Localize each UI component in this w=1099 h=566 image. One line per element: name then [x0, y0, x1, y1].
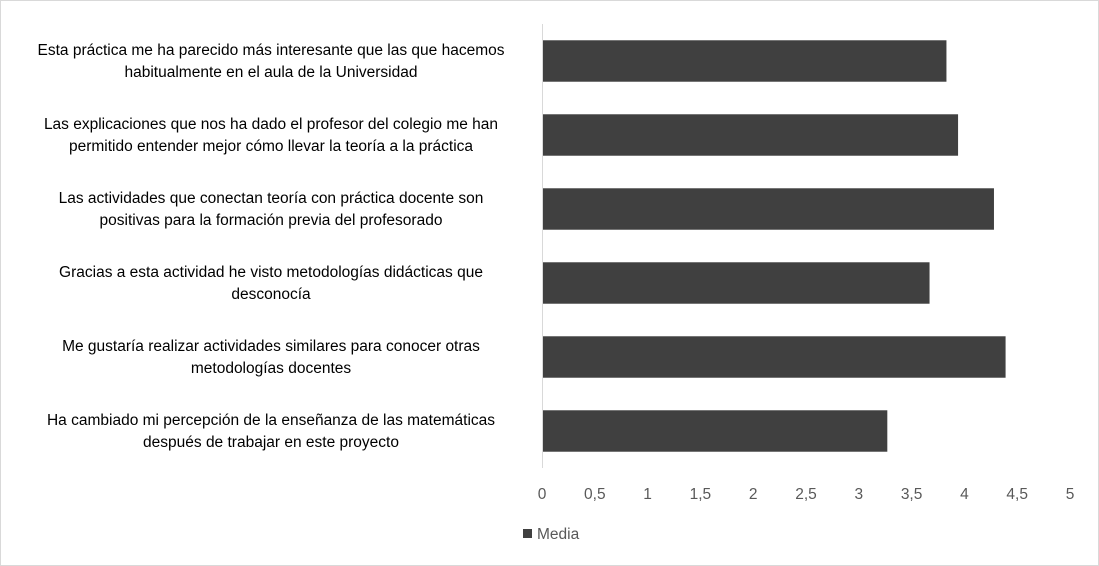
category-label-line: Gracias a esta actividad he visto metodo… [59, 264, 483, 281]
category-label-4: Gracias a esta actividad he visto metodo… [59, 264, 483, 303]
x-tick-label: 0,5 [584, 486, 606, 503]
category-label-line: habitualmente en el aula de la Universid… [125, 64, 418, 81]
category-label-3: Las actividades que conectan teoría con … [59, 190, 484, 229]
category-label-line: Las actividades que conectan teoría con … [59, 190, 484, 207]
x-tick-label: 1,5 [690, 486, 712, 503]
category-label-5: Me gustaría realizar actividades similar… [62, 338, 480, 377]
category-label-1: Esta práctica me ha parecido más interes… [38, 42, 505, 81]
category-label-line: Me gustaría realizar actividades similar… [62, 338, 480, 355]
bar-5 [542, 336, 1006, 378]
bar-4 [542, 262, 930, 304]
x-tick-label: 3 [854, 486, 863, 503]
x-tick-label: 4 [960, 486, 969, 503]
category-label-line: metodologías docentes [191, 360, 352, 377]
x-tick-label: 3,5 [901, 486, 923, 503]
category-label-line: Esta práctica me ha parecido más interes… [38, 42, 505, 59]
x-tick-label: 1 [643, 486, 652, 503]
category-label-line: después de trabajar en este proyecto [143, 434, 399, 451]
legend-label-media: Media [537, 526, 580, 543]
legend-swatch-media [523, 529, 532, 538]
x-tick-label: 2 [749, 486, 758, 503]
bar-6 [542, 410, 888, 452]
category-label-line: permitido entender mejor cómo llevar la … [69, 138, 473, 155]
x-tick-label: 2,5 [795, 486, 817, 503]
category-label-line: Las explicaciones que nos ha dado el pro… [44, 116, 498, 133]
category-label-line: Ha cambiado mi percepción de la enseñanz… [47, 412, 495, 429]
x-tick-label: 5 [1066, 486, 1075, 503]
category-label-6: Ha cambiado mi percepción de la enseñanz… [47, 412, 495, 451]
bar-2 [542, 114, 959, 156]
category-label-2: Las explicaciones que nos ha dado el pro… [44, 116, 498, 155]
x-tick-label: 0 [538, 486, 547, 503]
legend: Media [523, 526, 580, 543]
bar-3 [542, 188, 994, 230]
bar-1 [542, 40, 947, 82]
x-tick-label: 4,5 [1006, 486, 1028, 503]
category-label-line: desconocía [231, 286, 311, 303]
category-label-line: positivas para la formación previa del p… [100, 212, 443, 229]
